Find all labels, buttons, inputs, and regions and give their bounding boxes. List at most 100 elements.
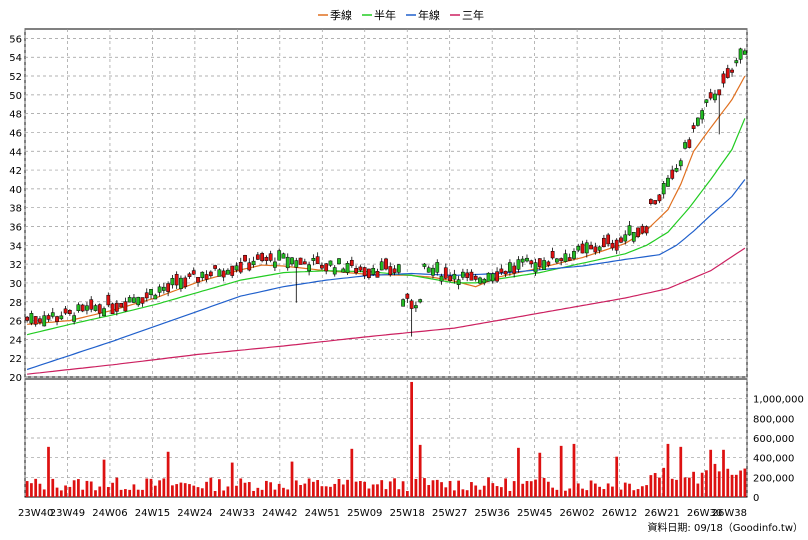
candle-body bbox=[674, 167, 679, 172]
x-tick-label: 24W42 bbox=[262, 508, 297, 519]
volume-bar bbox=[470, 482, 473, 497]
candle-body bbox=[691, 125, 696, 129]
volume-bar bbox=[658, 477, 661, 497]
price-tick-label: 48 bbox=[9, 110, 22, 121]
candle bbox=[649, 198, 653, 206]
candle bbox=[537, 258, 542, 271]
volume-bar bbox=[183, 483, 187, 497]
candle-body bbox=[67, 310, 72, 315]
candle bbox=[584, 239, 589, 258]
candle-body bbox=[418, 299, 423, 303]
candle bbox=[311, 254, 316, 266]
volume-bar bbox=[337, 478, 341, 497]
candle-body bbox=[170, 278, 175, 286]
candle-body bbox=[354, 268, 358, 274]
volume-bar bbox=[427, 485, 431, 497]
candle-body bbox=[89, 299, 94, 310]
candle bbox=[623, 230, 628, 245]
volume-bar bbox=[273, 489, 277, 497]
volume-bar bbox=[51, 478, 55, 497]
legend-label-4: 三年 bbox=[462, 8, 484, 22]
volume-bar bbox=[679, 446, 683, 497]
candle-body bbox=[525, 257, 529, 262]
candle-body bbox=[362, 267, 367, 276]
candle-body bbox=[149, 289, 153, 295]
candle bbox=[439, 273, 444, 285]
volume-tick-label: 200,000 bbox=[753, 473, 794, 484]
volume-bar bbox=[38, 483, 42, 497]
candle bbox=[281, 252, 286, 259]
volume-bar bbox=[128, 489, 132, 497]
candle bbox=[337, 258, 341, 265]
price-tick-label: 28 bbox=[9, 298, 22, 309]
volume-bar bbox=[25, 481, 29, 497]
volume-bar bbox=[158, 480, 161, 497]
ma-line-3 bbox=[26, 179, 746, 371]
candle bbox=[695, 117, 700, 127]
candle-body bbox=[670, 169, 675, 179]
candle-body bbox=[183, 277, 188, 288]
volume-bar bbox=[675, 479, 678, 497]
volume-bar bbox=[162, 478, 166, 497]
price-tick-label: 34 bbox=[9, 241, 22, 252]
candle bbox=[320, 262, 324, 270]
price-tick-label: 22 bbox=[9, 354, 22, 365]
candle-body bbox=[392, 268, 397, 273]
volume-bar bbox=[739, 470, 742, 497]
candle-body bbox=[281, 253, 286, 259]
candle-body bbox=[311, 258, 316, 261]
volume-bar bbox=[94, 490, 97, 497]
candle bbox=[243, 254, 247, 263]
candle bbox=[563, 249, 568, 263]
x-tick-label: 25W18 bbox=[390, 508, 425, 519]
x-tick-label: 23W49 bbox=[50, 508, 85, 519]
candle-body bbox=[345, 263, 350, 273]
volume-bar bbox=[239, 478, 243, 497]
candle-body bbox=[320, 265, 324, 269]
volume-bar bbox=[452, 490, 456, 497]
volume-bar bbox=[354, 481, 358, 497]
x-tick-label: 24W24 bbox=[177, 508, 212, 519]
candle-body bbox=[473, 275, 478, 280]
volume-bar bbox=[111, 482, 114, 497]
candle-body bbox=[687, 139, 692, 148]
candle bbox=[221, 268, 226, 282]
candle-body bbox=[127, 297, 132, 303]
candle bbox=[208, 270, 213, 278]
volume-bar bbox=[312, 481, 315, 497]
volume-bar bbox=[30, 483, 33, 497]
volume-bar bbox=[474, 485, 478, 497]
volume-bar bbox=[457, 480, 460, 497]
candle bbox=[418, 298, 423, 304]
volume-bar bbox=[213, 490, 217, 497]
candle-body bbox=[144, 292, 149, 299]
volume-bar bbox=[115, 477, 119, 497]
volume-bar bbox=[380, 480, 384, 497]
candle bbox=[461, 268, 465, 281]
candle bbox=[627, 221, 632, 236]
volume-bar bbox=[734, 474, 738, 497]
volume-bar bbox=[662, 467, 666, 497]
candle bbox=[717, 89, 722, 135]
legend-label-2: 半年 bbox=[374, 8, 396, 22]
candle bbox=[452, 269, 457, 284]
candle bbox=[414, 301, 418, 313]
candle bbox=[708, 88, 713, 101]
volume-bar bbox=[653, 473, 657, 497]
volume-bar bbox=[341, 484, 345, 497]
volume-bar bbox=[692, 471, 695, 497]
candle bbox=[174, 271, 179, 289]
candle-body bbox=[631, 231, 636, 242]
candle bbox=[136, 296, 141, 307]
candle bbox=[67, 309, 72, 316]
volume-bar bbox=[218, 479, 221, 497]
volume-bar bbox=[252, 490, 255, 497]
volume-bar bbox=[119, 489, 123, 497]
candle bbox=[170, 275, 175, 289]
candle-body bbox=[520, 258, 525, 263]
volume-bar bbox=[64, 485, 67, 497]
volume-bar bbox=[324, 486, 328, 497]
candle-body bbox=[636, 227, 640, 237]
candle bbox=[546, 260, 551, 268]
candle bbox=[589, 241, 593, 250]
